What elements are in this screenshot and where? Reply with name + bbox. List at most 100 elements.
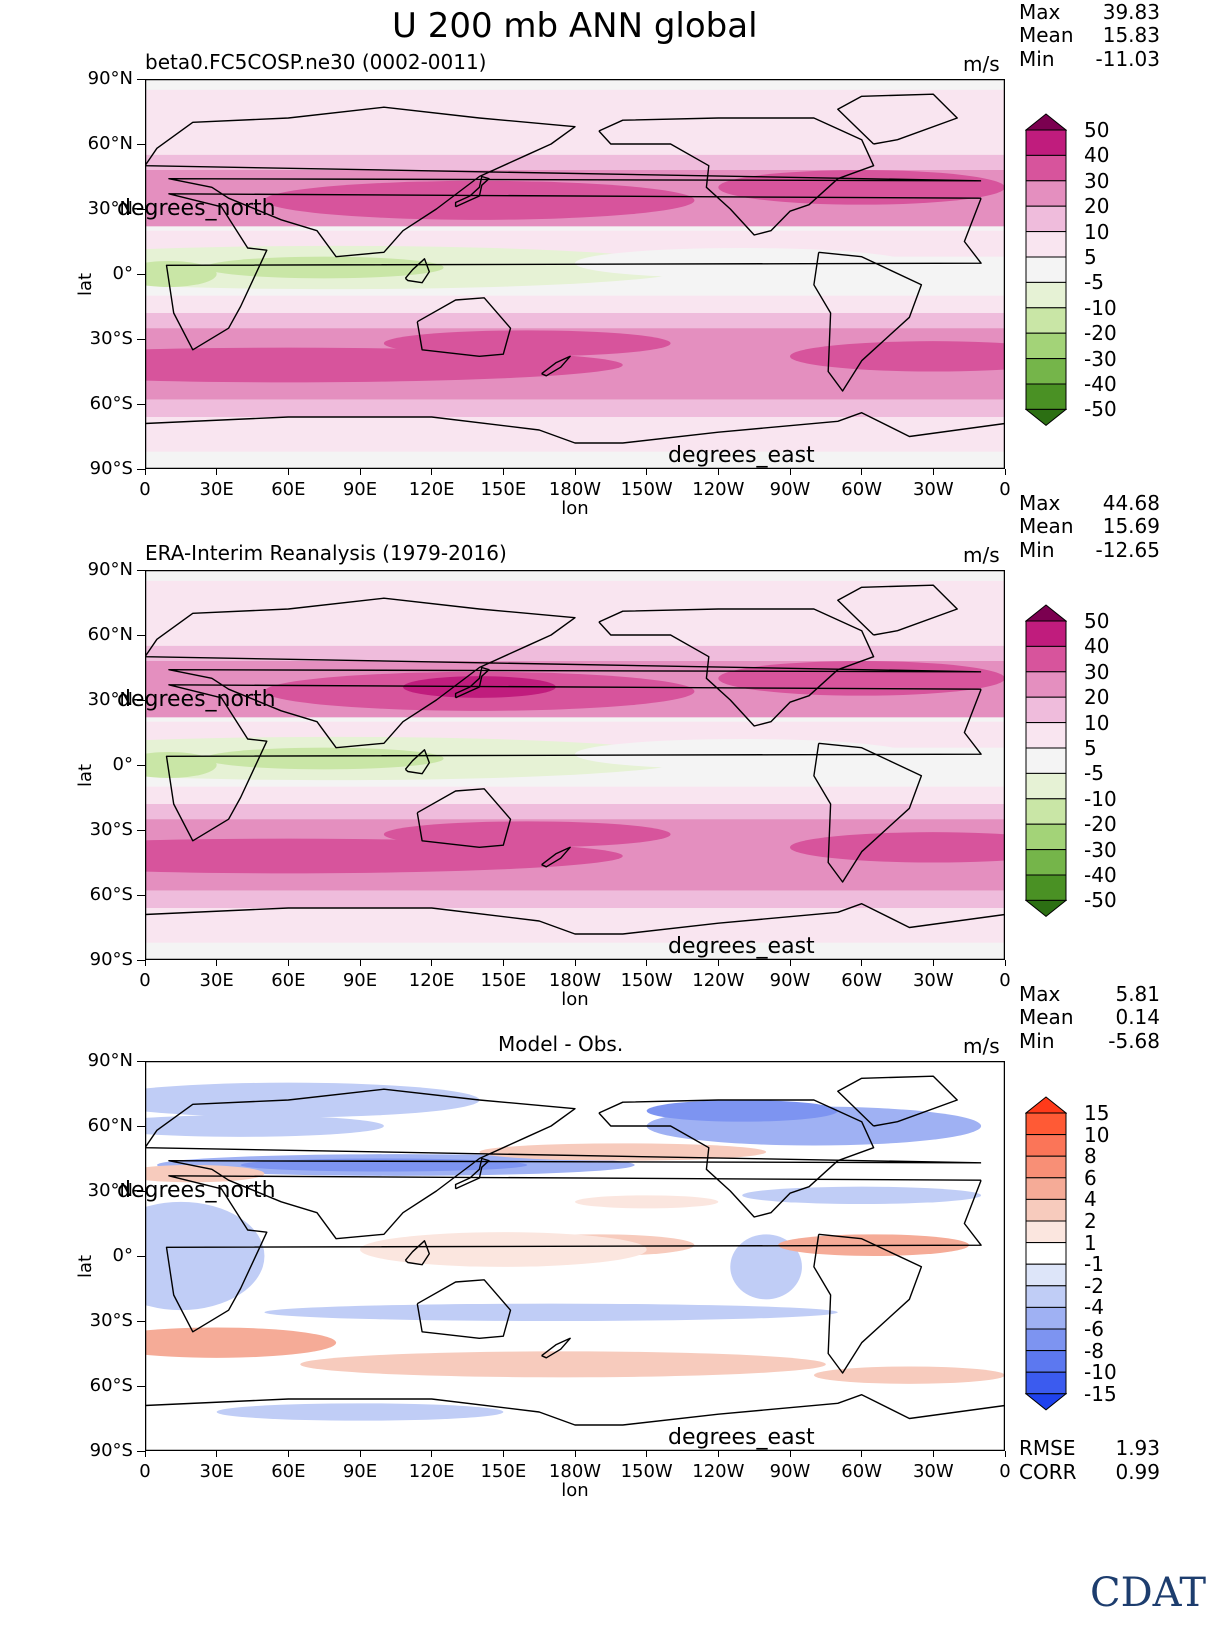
y-axis-title: lat <box>75 272 97 297</box>
lon-tick-label: 150E <box>480 479 527 500</box>
stat-rmse-label: RMSE <box>1019 1436 1076 1460</box>
lat-tick <box>137 959 145 961</box>
lon-tick <box>861 960 863 966</box>
north-america-outline <box>598 1099 875 1218</box>
map-plot <box>145 570 1005 960</box>
colorbar-level-label: 15 <box>1084 1101 1110 1125</box>
diff-neg-antarctic <box>216 1403 504 1421</box>
lon-tick <box>502 960 504 966</box>
lon-tick-label: 150W <box>620 1461 673 1482</box>
lat-tick <box>137 1060 145 1062</box>
colorbar-level-label: 5 <box>1084 736 1097 760</box>
colorbar-swatch <box>1025 1112 1067 1136</box>
colorbar-swatch <box>1025 747 1067 774</box>
colorbar-level-label: 8 <box>1084 1144 1097 1169</box>
lon-tick <box>932 1451 934 1457</box>
diff-pos-mediterranean <box>145 1165 265 1183</box>
africa-outline <box>165 1175 982 1333</box>
colorbar-level-label: -10 <box>1084 786 1117 811</box>
field-band-south-high <box>145 399 1005 417</box>
lon-tick-label: 0 <box>139 970 151 991</box>
field-band-south-mid <box>145 804 1005 820</box>
stat-max-label: Max <box>1019 491 1061 515</box>
lat-tick <box>137 143 145 145</box>
colorbar-level-label: 40 <box>1084 634 1110 659</box>
map-plot <box>145 79 1005 469</box>
eurasia-outline <box>145 106 982 258</box>
lat-tick <box>137 699 145 701</box>
colorbar-level-label: -2 <box>1084 1273 1104 1298</box>
stat-max-value: 5.81 <box>1115 982 1160 1006</box>
lat-tick <box>137 338 145 340</box>
lon-tick-label: 60W <box>841 479 883 500</box>
australia-outline <box>416 297 512 357</box>
lon-tick-label: 60W <box>841 1461 883 1482</box>
lat-tick-label: 60°N <box>87 1115 133 1136</box>
colorbar-swatch <box>1025 772 1067 800</box>
colorbar-level-label: 30 <box>1084 168 1110 193</box>
colorbar-level-label: -50 <box>1084 888 1117 913</box>
africa-outline <box>165 684 982 842</box>
lon-tick <box>1004 960 1006 966</box>
stat-min-label: Min <box>1019 1029 1055 1053</box>
lon-tick-label: 30W <box>912 970 954 991</box>
stat-corr-value: 0.99 <box>1115 1460 1160 1484</box>
colorbar-swatch <box>1025 154 1067 182</box>
stat-min-label: Min <box>1019 47 1055 71</box>
south-america-outline <box>813 251 923 392</box>
australia-outline <box>416 788 512 848</box>
lon-tick <box>646 1451 648 1457</box>
lat-tick <box>137 1385 145 1387</box>
lat-tick-label: 30°S <box>89 1310 133 1331</box>
units-label: m/s <box>963 543 1000 567</box>
colorbar-level-label: 4 <box>1084 1187 1097 1212</box>
lat-tick-label: 30°N <box>87 1180 133 1201</box>
colorbar-level-label: 6 <box>1084 1165 1097 1190</box>
lon-tick-label: 150W <box>620 970 673 991</box>
lon-tick <box>144 960 146 966</box>
lat-tick-label: 0° <box>112 1245 133 1266</box>
diff-neg-canada-core <box>646 1100 838 1122</box>
colorbar-level-label: 30 <box>1084 659 1110 684</box>
lon-tick <box>359 469 361 475</box>
lon-tick <box>431 960 433 966</box>
lon-tick-label: 0 <box>999 1461 1011 1482</box>
colorbar-swatch <box>1025 823 1067 851</box>
lat-tick-label: 30°N <box>87 689 133 710</box>
colorbar <box>1025 113 1067 427</box>
colorbar-level-label: -4 <box>1084 1295 1104 1320</box>
lon-tick-label: 120W <box>692 970 745 991</box>
map-frame <box>145 570 1005 960</box>
colorbar-swatch <box>1025 620 1067 647</box>
lon-tick <box>932 960 934 966</box>
diff-pos-subtropical-pacific <box>575 1195 719 1209</box>
lon-tick <box>216 469 218 475</box>
diff-neg-europe <box>145 1115 384 1137</box>
lon-tick-label: 0 <box>999 970 1011 991</box>
colorbar-level-label: -30 <box>1084 837 1117 862</box>
lat-tick <box>137 764 145 766</box>
colorbar-level-label: 1 <box>1084 1230 1097 1255</box>
stat-max-label: Max <box>1019 982 1061 1006</box>
lon-tick <box>717 1451 719 1457</box>
field-jet-core-america <box>718 661 1005 696</box>
colorbar-level-label: -30 <box>1084 346 1117 371</box>
lon-tick <box>574 1451 576 1457</box>
field-band-high-north <box>145 580 1005 646</box>
colorbar-level-label: 10 <box>1084 1122 1110 1147</box>
stat-mean-value: 15.69 <box>1102 514 1160 538</box>
panel-subtitle: beta0.FC5COSP.ne30 (0002-0011) <box>145 50 487 74</box>
lat-tick <box>137 468 145 470</box>
colorbar-swatch <box>1025 849 1067 876</box>
stat-max-value: 44.68 <box>1102 491 1160 515</box>
colorbar-swatch <box>1025 1350 1067 1373</box>
stat-mean-value: 0.14 <box>1115 1005 1160 1029</box>
colorbar-swatch <box>1025 1263 1067 1287</box>
colorbar-level-label: 40 <box>1084 143 1110 168</box>
lat-tick-label: 90°S <box>89 1440 133 1461</box>
colorbar-swatch <box>1025 231 1067 258</box>
lon-tick <box>789 960 791 966</box>
field-band-polar <box>145 908 1005 943</box>
y-axis-title: lat <box>75 763 97 788</box>
x-axis-title: lon <box>561 498 589 519</box>
